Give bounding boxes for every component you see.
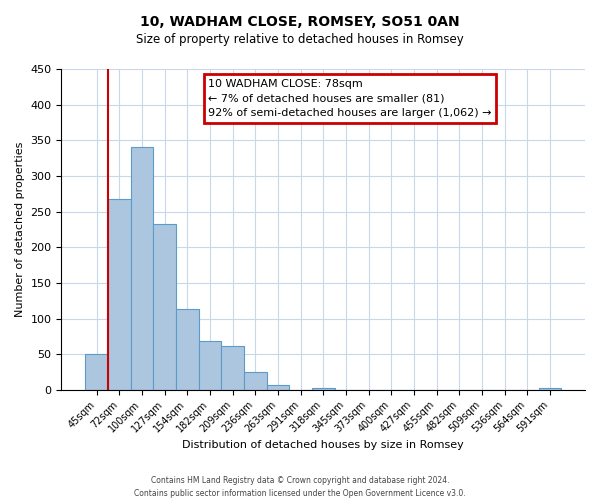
Bar [244, 372, 266, 390]
Bar [199, 342, 221, 390]
Text: 10, WADHAM CLOSE, ROMSEY, SO51 0AN: 10, WADHAM CLOSE, ROMSEY, SO51 0AN [140, 15, 460, 29]
Bar [539, 388, 561, 390]
Text: Size of property relative to detached houses in Romsey: Size of property relative to detached ho… [136, 32, 464, 46]
X-axis label: Distribution of detached houses by size in Romsey: Distribution of detached houses by size … [182, 440, 464, 450]
Bar [108, 200, 131, 390]
Bar [312, 388, 335, 390]
Bar [221, 346, 244, 390]
Y-axis label: Number of detached properties: Number of detached properties [15, 142, 25, 317]
Bar [131, 148, 153, 390]
Text: Contains HM Land Registry data © Crown copyright and database right 2024.
Contai: Contains HM Land Registry data © Crown c… [134, 476, 466, 498]
Bar [266, 385, 289, 390]
Bar [176, 308, 199, 390]
Text: 10 WADHAM CLOSE: 78sqm
← 7% of detached houses are smaller (81)
92% of semi-deta: 10 WADHAM CLOSE: 78sqm ← 7% of detached … [208, 78, 491, 118]
Bar [85, 354, 108, 390]
Bar [153, 224, 176, 390]
